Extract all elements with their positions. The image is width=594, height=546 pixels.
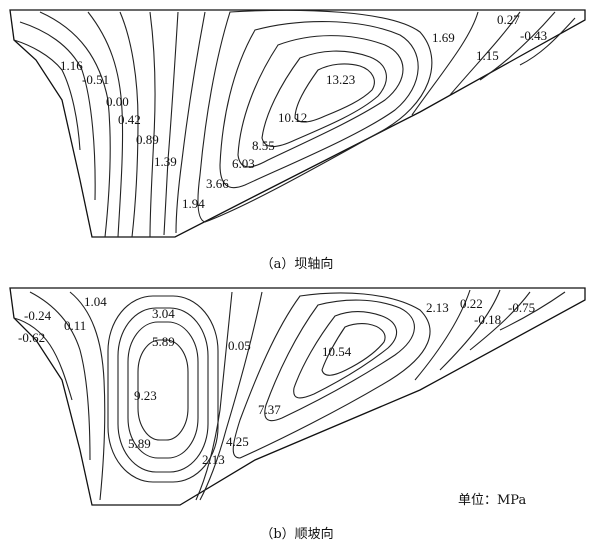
panel-b-contour (469, 291, 531, 351)
panel-b-contour (199, 291, 263, 501)
panel-a-contour (411, 11, 479, 116)
panel-a-contour (219, 20, 419, 189)
panel-b-contour-label: 0.05 (228, 338, 251, 353)
panel-a-contour-label: 1.94 (182, 196, 205, 211)
panel-b-contour (321, 323, 386, 376)
panel-a-contour (237, 35, 404, 168)
panel-a-contour-label: 1.39 (154, 154, 177, 169)
panel-b-contour-label: -0.18 (474, 312, 501, 327)
panel-b-contour (69, 291, 106, 501)
panel-b-contour (414, 289, 471, 381)
panel-a-caption: （a）坝轴向 (261, 256, 334, 272)
panel-a-contour (87, 11, 124, 238)
panel-b-contour-label: 2.13 (202, 452, 225, 467)
panel-b-contour (264, 299, 415, 422)
panel-b-contour (137, 339, 189, 441)
panel-b-contour (499, 291, 566, 331)
panel-b-contour (117, 307, 209, 473)
panel-a-contour (119, 11, 139, 238)
panel-a-contour-label: 1.69 (432, 30, 455, 45)
unit-label: 单位：MPa (458, 493, 526, 508)
panel-b-contour-label: 7.37 (258, 402, 281, 417)
panel-a-contour (449, 11, 521, 96)
panel-a-contour-label: 1.16 (60, 58, 83, 73)
panel-a-contour (149, 11, 156, 238)
panel-b-contour-label: 2.13 (426, 300, 449, 315)
panel-a-contour (197, 9, 433, 223)
panel-a-contour-label: 13.23 (326, 72, 355, 87)
panel-b-contour-label: -0.62 (18, 330, 45, 345)
panel-b-contour-label: 5.89 (152, 334, 175, 349)
panel-b: -0.24 -0.62 0.11 1.04 3.04 5.89 9.23 5.8… (9, 287, 586, 542)
panel-a-contour (13, 39, 81, 151)
panel-a-contour-label: 0.00 (106, 94, 129, 109)
panel-a-contour-label: 1.15 (476, 48, 499, 63)
panel-a-contour (479, 11, 556, 81)
panel-a-contour-label: 10.12 (278, 110, 307, 125)
panel-a-contour (519, 17, 576, 66)
panel-b-contour-label: -0.75 (508, 300, 535, 315)
panel-a-contour-label: 8.55 (252, 138, 275, 153)
panel-a-contour-label: 0.89 (136, 132, 159, 147)
panel-a-contour (175, 11, 206, 234)
panel-b-contour-label: 3.04 (152, 306, 175, 321)
panel-a-contour (294, 63, 375, 123)
panel-b-contour (439, 289, 501, 371)
panel-b-contour-label: 5.89 (128, 436, 151, 451)
panel-a-contour-label: 0.27 (497, 12, 520, 27)
panel-a-contour (39, 11, 111, 238)
panel-a: 1.16 -0.51 0.00 0.42 0.89 1.39 1.94 3.66… (9, 9, 586, 272)
panel-a-contour (163, 11, 179, 236)
panel-b-contour (107, 295, 219, 483)
panel-a-contour-label: 6.03 (232, 156, 255, 171)
panel-a-valley-outline (9, 9, 586, 238)
panel-b-contour (13, 317, 73, 401)
panel-a-contour-label: -0.51 (82, 72, 109, 87)
panel-b-contour (127, 321, 199, 459)
panel-b-contour (293, 310, 398, 399)
panel-b-contour (195, 291, 233, 501)
panel-b-caption: （b）顺坡向 (260, 526, 333, 542)
panel-a-contour-label: 3.66 (206, 176, 229, 191)
panel-b-contour-label: 1.04 (84, 294, 107, 309)
panel-a-contour-label: 0.42 (118, 112, 141, 127)
panel-b-contour-label: 9.23 (134, 388, 157, 403)
panel-b-contour-label: 10.54 (322, 344, 352, 359)
panel-b-contour-label: -0.24 (24, 308, 52, 323)
panel-a-contour (261, 50, 387, 148)
panel-b-contour-label: 0.11 (64, 318, 86, 333)
panel-b-contour (232, 292, 431, 459)
panel-b-contour-label: 0.22 (460, 296, 483, 311)
panel-b-contour-label: 4.25 (226, 434, 249, 449)
panel-b-valley-outline (9, 287, 586, 506)
panel-b-contour (29, 291, 91, 461)
panel-a-contour-label: -0.43 (520, 28, 547, 43)
panel-a-contour (19, 21, 96, 201)
